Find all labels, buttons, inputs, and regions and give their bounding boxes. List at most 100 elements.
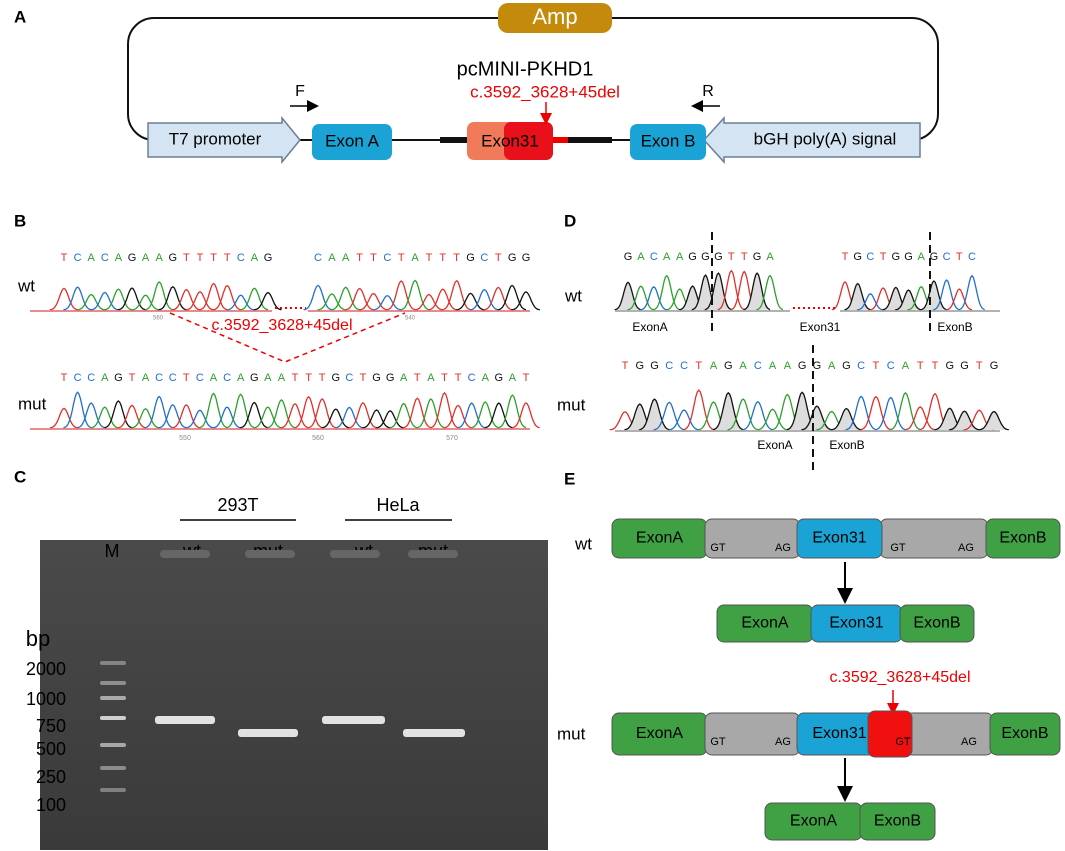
- ladder-band: [100, 681, 126, 685]
- intron-box: [704, 712, 801, 756]
- gel-well: [245, 550, 295, 558]
- base-letter: G: [624, 251, 633, 263]
- base-letter: G: [386, 372, 395, 384]
- trace-peak: [331, 286, 360, 311]
- trace-peak: [442, 279, 471, 311]
- trace-peak: [348, 402, 377, 429]
- mutation-label: c.3592_3628+45del: [829, 669, 970, 686]
- mutation-label: c.3592_3628+45del: [470, 82, 620, 101]
- trace-peak: [895, 289, 922, 311]
- trace-peak: [76, 402, 105, 429]
- base-letter: A: [156, 252, 164, 264]
- base-letter: A: [142, 252, 150, 264]
- amp-box: [498, 3, 612, 33]
- base-letter: G: [331, 372, 340, 384]
- trace-peak: [416, 398, 445, 429]
- trace-peak: [144, 281, 173, 311]
- trace-peak: [498, 394, 527, 429]
- base-letter: C: [650, 251, 658, 263]
- exon-label: Exon B: [641, 131, 696, 150]
- trace-peak: [303, 284, 333, 311]
- trace-peak: [743, 272, 771, 311]
- trace-peak: [860, 395, 891, 431]
- panel-letter: E: [564, 469, 575, 488]
- gel-well: [408, 550, 458, 558]
- cell-line-label: HeLa: [376, 495, 420, 515]
- trace-peak: [400, 279, 430, 311]
- trace-peak: [414, 293, 443, 311]
- base-letter: T: [873, 360, 880, 372]
- trace-peak: [389, 402, 418, 429]
- exon-label: ExonA: [636, 725, 683, 742]
- trace-peak: [226, 294, 255, 311]
- exon-box: [989, 712, 1061, 756]
- base-letter: A: [918, 251, 926, 263]
- trace-peak: [457, 402, 486, 429]
- gel: [40, 540, 548, 850]
- trace-peak: [945, 288, 973, 311]
- base-letter: C: [314, 252, 322, 264]
- row-label: mut: [557, 724, 586, 743]
- trace-peak: [717, 269, 745, 311]
- position-tick: 560: [153, 316, 164, 322]
- exon-label: ExonB: [829, 438, 864, 452]
- trace-peak: [267, 399, 296, 429]
- base-letter: A: [142, 372, 150, 384]
- trace-peak: [948, 410, 980, 431]
- row-label: wt: [564, 286, 582, 305]
- t7-arrow: [147, 115, 301, 165]
- trace-peak: [443, 404, 472, 429]
- exon-box: [859, 802, 936, 841]
- base-letter: G: [128, 252, 137, 264]
- base-letter: C: [480, 252, 488, 264]
- exon-label: Exon A: [325, 131, 380, 150]
- exon-label: ExonA: [757, 438, 792, 452]
- deletion-lines: [169, 312, 406, 363]
- base-letter: G: [990, 360, 999, 372]
- trace-peak: [104, 288, 133, 311]
- unit-label: bp: [26, 626, 50, 651]
- exon-label: ExonB: [999, 530, 1046, 547]
- trace-peak: [978, 410, 1009, 431]
- base-letter: C: [665, 360, 673, 372]
- splice-site: GT: [710, 542, 726, 554]
- trace-peak: [844, 282, 871, 311]
- trace-peak: [158, 403, 187, 429]
- base-letter: A: [278, 372, 286, 384]
- base-letter: G: [635, 360, 644, 372]
- trace-peak: [280, 402, 309, 429]
- base-letter: A: [101, 372, 109, 384]
- base-letter: C: [169, 372, 177, 384]
- exon-label: Exon31: [812, 725, 866, 742]
- ladder-band: [100, 743, 126, 747]
- splice-site: AG: [775, 736, 791, 748]
- trace-peak: [683, 389, 714, 431]
- trace-peak: [497, 284, 527, 311]
- cell-line-label: 293T: [217, 495, 258, 515]
- exon-box: [985, 518, 1061, 559]
- exon-label: ExonA: [636, 530, 683, 547]
- exon-label: ExonB: [874, 813, 921, 830]
- base-letter: T: [453, 252, 460, 264]
- trace-peak: [131, 408, 160, 429]
- trace-peak: [933, 279, 960, 311]
- exon-label: ExonB: [937, 320, 972, 334]
- base-letter: C: [74, 372, 82, 384]
- exon-a-box: [312, 124, 392, 160]
- row-label: wt: [17, 276, 35, 295]
- base-letter: T: [932, 360, 939, 372]
- base-letter: G: [250, 372, 259, 384]
- trace-peak: [172, 288, 201, 311]
- base-letter: G: [114, 372, 123, 384]
- base-letter: C: [74, 252, 82, 264]
- ladder-label: 100: [36, 795, 66, 815]
- trace-peak: [372, 294, 402, 311]
- trace-peak: [49, 287, 78, 311]
- exon31-deleted: [504, 122, 553, 160]
- base-letter: A: [769, 360, 777, 372]
- trace-peak: [470, 401, 499, 429]
- base-letter: G: [724, 360, 733, 372]
- base-letter: A: [637, 251, 645, 263]
- base-letter: G: [960, 360, 969, 372]
- trace-peak: [757, 408, 788, 431]
